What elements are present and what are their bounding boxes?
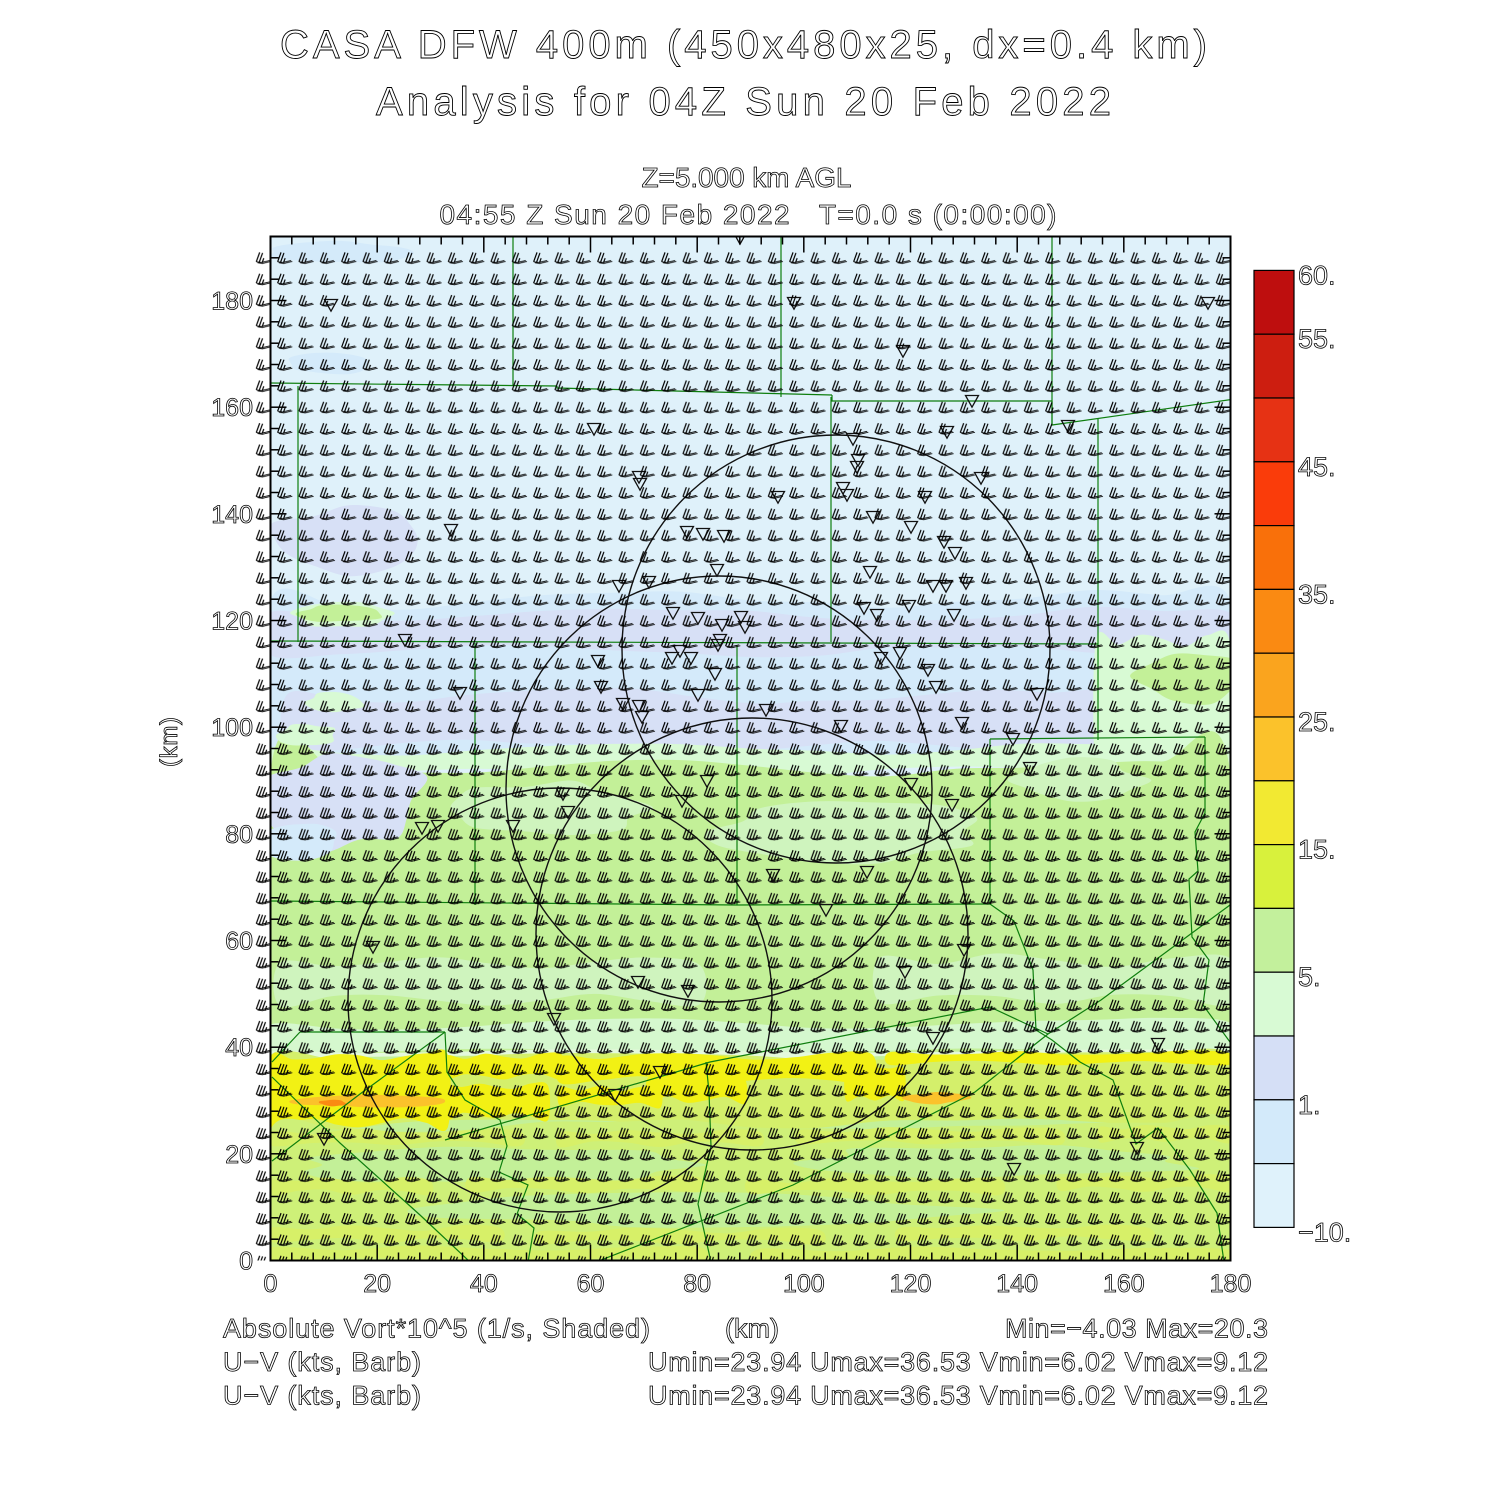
svg-text:15.: 15. <box>1298 835 1336 865</box>
svg-text:40: 40 <box>225 1034 253 1062</box>
svg-text:20: 20 <box>363 1270 391 1298</box>
svg-text:20: 20 <box>225 1141 253 1169</box>
svg-text:100: 100 <box>783 1270 825 1298</box>
svg-text:0: 0 <box>239 1248 253 1276</box>
svg-text:35.: 35. <box>1298 579 1336 609</box>
svg-text:80: 80 <box>683 1270 711 1298</box>
svg-text:Min=−4.03 Max=20.3: Min=−4.03 Max=20.3 <box>1005 1314 1268 1344</box>
svg-text:U−V (kts, Barb): U−V (kts, Barb) <box>223 1347 421 1377</box>
svg-text:Z=5.000 km AGL: Z=5.000 km AGL <box>642 162 852 193</box>
svg-text:120: 120 <box>211 608 253 636</box>
svg-text:U−V (kts, Barb): U−V (kts, Barb) <box>223 1381 421 1411</box>
svg-text:80: 80 <box>225 821 253 849</box>
svg-text:120: 120 <box>890 1270 932 1298</box>
svg-text:160: 160 <box>211 394 253 422</box>
svg-text:60.: 60. <box>1298 260 1336 290</box>
svg-text:Umin=23.94 Umax=36.53 Vmin=6.0: Umin=23.94 Umax=36.53 Vmin=6.02 Vmax=9.1… <box>648 1347 1268 1377</box>
svg-text:140: 140 <box>211 501 253 529</box>
svg-text:60: 60 <box>225 928 253 956</box>
svg-text:Umin=23.94 Umax=36.53 Vmin=6.0: Umin=23.94 Umax=36.53 Vmin=6.02 Vmax=9.1… <box>648 1381 1268 1411</box>
svg-text:55.: 55. <box>1298 324 1336 354</box>
svg-text:5.: 5. <box>1298 962 1321 992</box>
svg-text:100: 100 <box>211 714 253 742</box>
svg-text:180: 180 <box>211 288 253 316</box>
svg-text:45.: 45. <box>1298 452 1336 482</box>
svg-text:25.: 25. <box>1298 707 1336 737</box>
svg-text:40: 40 <box>470 1270 498 1298</box>
svg-text:180: 180 <box>1210 1270 1252 1298</box>
svg-text:(km): (km) <box>156 717 183 767</box>
svg-text:60: 60 <box>577 1270 605 1298</box>
svg-text:Absolute Vort*10^5 (1/s, Shade: Absolute Vort*10^5 (1/s, Shaded) <box>223 1314 650 1344</box>
svg-text:160: 160 <box>1103 1270 1145 1298</box>
svg-text:04:55 Z Sun 20 Feb 2022 T=0.: 04:55 Z Sun 20 Feb 2022 T=0.0 s (0:00:00… <box>440 199 1057 230</box>
svg-text:(km): (km) <box>725 1314 779 1344</box>
svg-text:CASA DFW 400m (450x480x25, dx=: CASA DFW 400m (450x480x25, dx=0.4 km) <box>280 23 1207 67</box>
svg-text:0: 0 <box>264 1270 278 1298</box>
svg-text:−10.: −10. <box>1298 1217 1351 1247</box>
svg-text:1.: 1. <box>1298 1090 1321 1120</box>
svg-text:140: 140 <box>996 1270 1038 1298</box>
